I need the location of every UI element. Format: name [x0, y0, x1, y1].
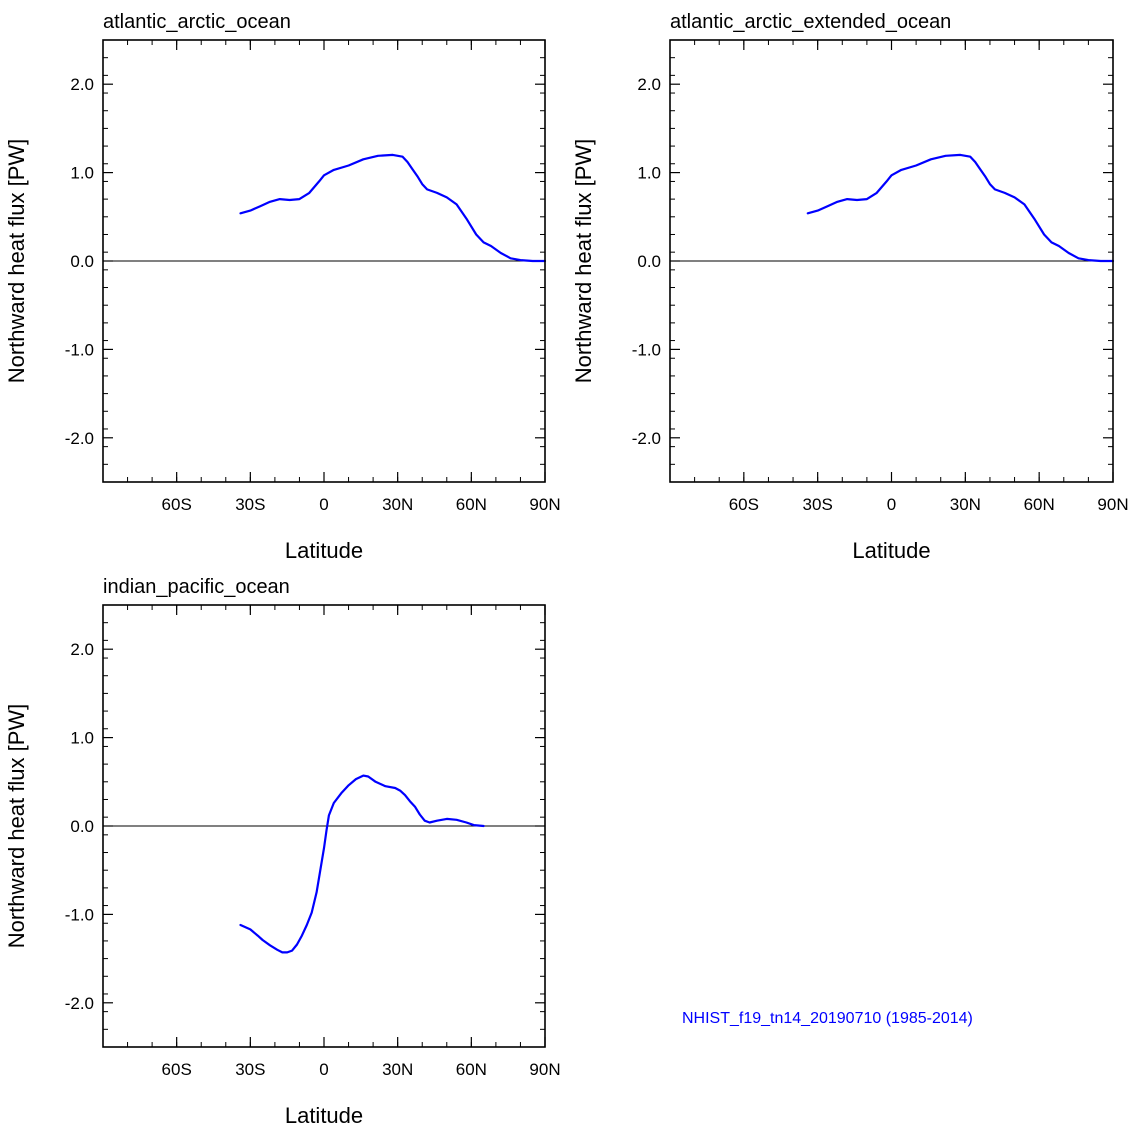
y-tick-label: 1.0: [637, 164, 661, 183]
x-tick-label: 30N: [382, 495, 413, 514]
x-tick-label: 60S: [729, 495, 759, 514]
chart-title: atlantic_arctic_extended_ocean: [670, 11, 951, 33]
x-tick-label: 60S: [162, 1060, 192, 1079]
x-tick-label: 90N: [529, 1060, 560, 1079]
y-tick-label: 2.0: [637, 75, 661, 94]
heat-flux-line: [806, 153, 1115, 263]
y-tick-label: -1.0: [632, 340, 661, 359]
x-tick-label: 30S: [235, 495, 265, 514]
experiment-caption: NHIST_f19_tn14_20190710 (1985-2014): [682, 1010, 973, 1027]
chart-panel-2: 60S 30S 0 30N 60N 90N 2.0 1.0 0.0 -1.0 -2.0 atlanti…: [571, 11, 1129, 563]
x-tick-label: 60N: [456, 1060, 487, 1079]
chart-title: indian_pacific_ocean: [103, 576, 290, 598]
heat-flux-line: [239, 153, 547, 263]
x-tick-label: 60N: [456, 495, 487, 514]
plot-frame: [669, 39, 1114, 483]
x-axis-label: Latitude: [852, 538, 930, 563]
y-tick-label: 0.0: [70, 817, 94, 836]
y-tick-label: -2.0: [632, 429, 661, 448]
x-tick-label: 0: [319, 495, 328, 514]
y-tick-label: 1.0: [70, 164, 94, 183]
x-tick-label: 0: [887, 495, 896, 514]
x-tick-label: 0: [319, 1060, 328, 1079]
y-axis-label: Northward heat flux [PW]: [4, 139, 29, 384]
x-tick-label: 30N: [382, 1060, 413, 1079]
y-tick-label: -1.0: [65, 905, 94, 924]
x-tick-label: 30N: [950, 495, 981, 514]
y-axis-label: Northward heat flux [PW]: [4, 704, 29, 949]
y-tick-label: 2.0: [70, 640, 94, 659]
chart-panel-1: 60S 30S 0 30N 60N 90N 2.0 1.0 0.0 -1.0 -2.0 atlanti…: [4, 11, 561, 563]
y-tick-label: -2.0: [65, 994, 94, 1013]
x-axis-label: Latitude: [285, 1103, 363, 1128]
y-tick-label: 1.0: [70, 729, 94, 748]
y-tick-label: 0.0: [70, 252, 94, 271]
y-tick-label: -1.0: [65, 340, 94, 359]
x-tick-label: 30S: [803, 495, 833, 514]
chart-title: atlantic_arctic_ocean: [103, 11, 291, 33]
y-tick-label: 0.0: [637, 252, 661, 271]
x-tick-label: 30S: [235, 1060, 265, 1079]
x-axis-label: Latitude: [285, 538, 363, 563]
y-axis-label: Northward heat flux [PW]: [571, 139, 596, 384]
heat-flux-line: [239, 774, 485, 954]
x-tick-label: 90N: [1097, 495, 1128, 514]
x-tick-label: 60N: [1024, 495, 1055, 514]
plot-frame: [102, 604, 546, 1048]
x-tick-label: 90N: [529, 495, 560, 514]
chart-panel-3: 60S 30S 0 30N 60N 90N 2.0 1.0 0.0 -1.0 -2.0 indian_…: [4, 576, 561, 1128]
y-tick-label: -2.0: [65, 429, 94, 448]
x-tick-label: 60S: [162, 495, 192, 514]
plot-frame: [102, 39, 546, 483]
y-tick-label: 2.0: [70, 75, 94, 94]
